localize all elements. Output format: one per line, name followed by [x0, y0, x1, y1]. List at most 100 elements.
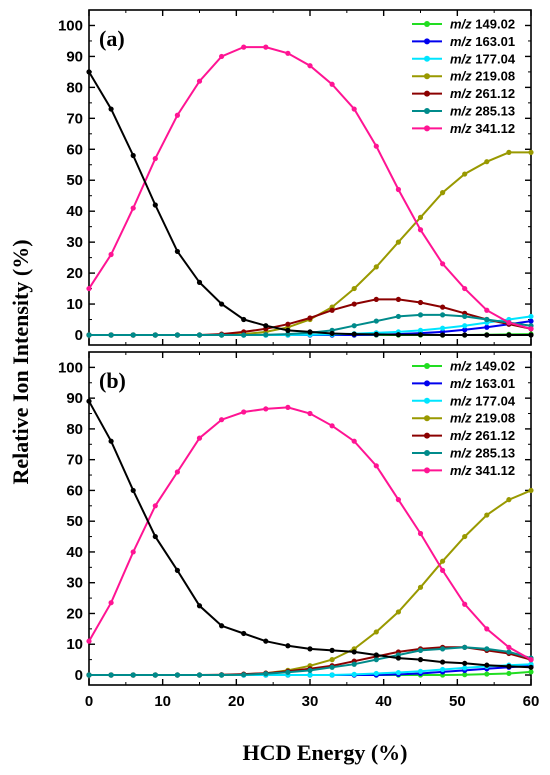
data-point: [417, 332, 424, 338]
data-point: [196, 672, 203, 678]
data-point: [152, 155, 158, 162]
data-point: [307, 63, 313, 69]
y-tick-label: 50: [66, 513, 83, 530]
data-point: [130, 205, 136, 211]
data-point: [307, 315, 313, 321]
y-tick-label: 100: [58, 359, 83, 376]
y-tick-label: 20: [66, 265, 83, 282]
legend-label: m/z 163.01: [450, 34, 515, 49]
data-point: [462, 327, 468, 333]
data-point: [395, 332, 401, 338]
data-point: [440, 567, 446, 574]
legend-marker: [424, 21, 430, 27]
data-point: [196, 435, 203, 441]
x-tick-label: 30: [302, 693, 319, 710]
y-tick-label: 40: [66, 203, 83, 220]
data-point: [462, 332, 468, 338]
data-point: [484, 307, 490, 313]
data-point: [263, 638, 269, 644]
y-tick-label: 90: [66, 48, 83, 65]
series-m-z-285-13: [86, 644, 534, 678]
data-point: [329, 307, 335, 313]
data-point: [506, 644, 512, 650]
data-point: [506, 332, 512, 338]
y-tick-label: 70: [66, 452, 83, 469]
data-point: [417, 668, 424, 674]
data-point: [373, 331, 379, 337]
data-point: [417, 312, 424, 318]
data-point: [285, 327, 291, 333]
data-point: [86, 672, 92, 678]
data-point: [152, 503, 158, 509]
data-point: [373, 264, 379, 270]
data-point: [351, 285, 357, 292]
series-line: [89, 151, 531, 336]
data-point: [395, 296, 401, 303]
data-point: [86, 285, 92, 292]
legend-marker: [424, 38, 430, 45]
data-point: [174, 672, 180, 678]
data-point: [373, 629, 379, 635]
y-tick-label: 10: [66, 636, 83, 653]
legend-marker: [424, 90, 430, 97]
legend-label: m/z 219.08: [450, 411, 515, 426]
data-point: [373, 463, 379, 469]
data-point: [241, 672, 247, 678]
data-point: [484, 626, 490, 632]
legend-marker: [424, 432, 430, 439]
data-point: [130, 549, 136, 555]
data-point: [130, 332, 136, 338]
legend-marker: [424, 108, 430, 114]
panel-label: (b): [99, 368, 126, 393]
legend-item: m/z 163.01: [412, 34, 515, 49]
data-point: [285, 321, 291, 327]
data-point: [351, 331, 357, 337]
data-point: [484, 662, 490, 668]
data-point: [108, 332, 114, 338]
data-point: [462, 644, 468, 650]
legend-marker: [424, 397, 430, 404]
data-point: [351, 301, 357, 307]
data-point: [462, 171, 468, 177]
legend-label: m/z 285.13: [450, 446, 515, 461]
legend-item: m/z 219.08: [412, 411, 515, 426]
data-point: [174, 469, 180, 475]
data-point: [528, 487, 534, 494]
data-point: [263, 671, 269, 677]
data-point: [130, 487, 136, 494]
data-point: [484, 316, 490, 323]
data-point: [506, 670, 512, 677]
y-tick-label: 10: [66, 296, 83, 313]
legend-label: m/z 149.02: [450, 17, 515, 32]
data-point: [440, 325, 446, 331]
legend-item: m/z 177.04: [412, 393, 516, 408]
data-point: [484, 324, 490, 330]
data-point: [373, 670, 379, 677]
data-point: [329, 330, 335, 337]
data-point: [462, 323, 468, 329]
data-point: [329, 81, 335, 87]
data-point: [285, 331, 291, 337]
data-point: [152, 332, 158, 338]
data-point: [152, 533, 158, 540]
data-point: [285, 643, 291, 649]
data-point: [440, 558, 446, 564]
legend-item: m/z 285.13: [412, 104, 515, 119]
data-point: [528, 318, 534, 324]
data-point: [108, 251, 114, 258]
legend-label: m/z 341.12: [450, 463, 515, 478]
data-point: [373, 652, 379, 658]
data-point: [307, 667, 313, 673]
data-point: [528, 664, 534, 670]
data-point: [395, 186, 401, 193]
data-point: [86, 638, 92, 644]
data-point: [417, 584, 424, 590]
y-tick-label: 60: [66, 141, 83, 158]
data-point: [528, 326, 534, 332]
data-point: [462, 672, 468, 678]
data-point: [395, 609, 401, 615]
data-point: [285, 669, 291, 675]
legend-marker: [424, 380, 430, 387]
legend-label: m/z 285.13: [450, 104, 515, 119]
